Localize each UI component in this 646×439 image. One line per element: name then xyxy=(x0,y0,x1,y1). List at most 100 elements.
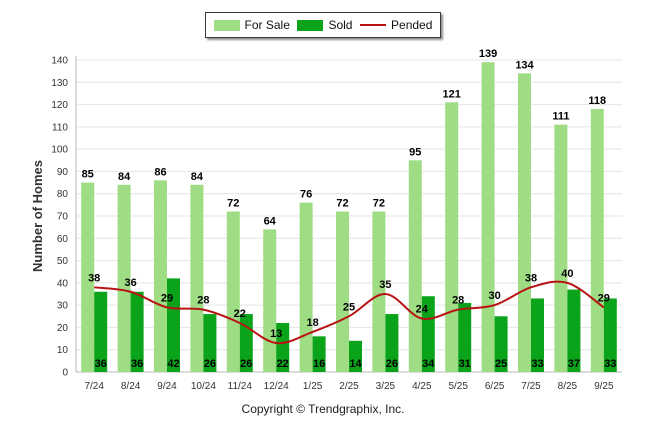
y-tick-label: 70 xyxy=(57,212,69,223)
data-label-pended: 25 xyxy=(343,301,355,313)
bar-for-sale xyxy=(590,109,604,373)
y-tick-label: 40 xyxy=(57,278,69,289)
x-tick-label: 8/24 xyxy=(121,381,141,392)
data-label-pended: 35 xyxy=(379,279,391,291)
bar-for-sale xyxy=(518,73,531,372)
x-tick-label: 11/24 xyxy=(228,381,253,392)
bar-for-sale xyxy=(408,160,422,372)
x-tick-label: 7/25 xyxy=(521,381,541,392)
data-label-for-sale: 72 xyxy=(227,198,239,210)
data-label-for-sale: 86 xyxy=(154,166,166,178)
copyright-text: Copyright © Trendgraphix, Inc. xyxy=(241,402,405,416)
bar-sold xyxy=(531,298,544,372)
data-label-pended: 29 xyxy=(161,292,173,304)
data-label-pended: 13 xyxy=(270,328,282,340)
data-label-for-sale: 95 xyxy=(409,146,421,158)
legend: For Sale Sold Pended xyxy=(205,12,441,38)
x-tick-label: 9/24 xyxy=(157,381,177,392)
legend-item-pended: Pended xyxy=(360,18,432,32)
bar-sold xyxy=(421,296,435,372)
data-label-pended: 38 xyxy=(525,272,537,284)
x-tick-label: 7/24 xyxy=(84,381,104,392)
x-tick-label: 12/24 xyxy=(264,381,289,392)
data-label-sold: 14 xyxy=(349,358,362,370)
data-label-for-sale: 111 xyxy=(552,111,569,123)
x-tick-label: 8/25 xyxy=(558,381,578,392)
bar-sold xyxy=(130,291,144,372)
legend-item-for-sale: For Sale xyxy=(213,18,290,32)
bar-sold xyxy=(494,316,508,372)
bar-sold xyxy=(167,278,180,372)
y-tick-label: 90 xyxy=(57,167,69,178)
y-tick-label: 60 xyxy=(57,234,69,245)
bar-sold xyxy=(385,314,399,372)
bar-for-sale xyxy=(481,62,495,372)
x-tick-label: 10/24 xyxy=(191,381,216,392)
y-tick-label: 110 xyxy=(52,122,68,133)
data-label-pended: 28 xyxy=(197,295,209,307)
y-tick-label: 100 xyxy=(51,145,68,156)
data-label-for-sale: 121 xyxy=(443,88,461,100)
bar-sold xyxy=(567,289,581,372)
data-label-for-sale: 72 xyxy=(373,198,385,210)
legend-label-sold: Sold xyxy=(328,18,353,32)
bar-for-sale xyxy=(81,182,95,372)
data-label-pended: 36 xyxy=(124,277,136,289)
data-label-for-sale: 64 xyxy=(264,215,277,227)
bar-for-sale xyxy=(263,229,277,372)
y-tick-label: 130 xyxy=(51,78,68,89)
data-label-sold: 36 xyxy=(131,358,143,370)
data-label-sold: 16 xyxy=(313,358,325,370)
x-tick-label: 6/25 xyxy=(485,381,505,392)
y-tick-label: 10 xyxy=(57,345,69,356)
legend-swatch-sold xyxy=(297,19,324,31)
data-label-sold: 26 xyxy=(240,358,252,370)
data-label-pended: 22 xyxy=(234,308,246,320)
bar-for-sale xyxy=(445,102,459,372)
x-tick-label: 4/25 xyxy=(412,381,432,392)
data-label-sold: 33 xyxy=(604,358,616,370)
x-tick-label: 2/25 xyxy=(339,381,359,392)
legend-label-pended: Pended xyxy=(391,18,433,32)
data-label-pended: 24 xyxy=(416,304,429,316)
data-label-sold: 25 xyxy=(495,358,507,370)
data-label-for-sale: 139 xyxy=(479,48,497,60)
data-label-sold: 33 xyxy=(531,358,543,370)
data-label-sold: 42 xyxy=(167,358,179,370)
y-axis-title: Number of Homes xyxy=(30,160,45,272)
data-label-pended: 28 xyxy=(452,295,464,307)
bar-for-sale xyxy=(372,211,386,372)
bar-sold xyxy=(203,314,217,372)
x-tick-label: 1/25 xyxy=(303,381,323,392)
data-label-sold: 36 xyxy=(95,358,107,370)
data-label-sold: 37 xyxy=(568,358,580,370)
data-label-for-sale: 76 xyxy=(300,189,312,201)
data-label-for-sale: 72 xyxy=(336,198,348,210)
data-label-sold: 34 xyxy=(422,358,435,370)
bar-for-sale xyxy=(190,184,204,372)
legend-label-for-sale: For Sale xyxy=(244,18,290,32)
data-label-sold: 22 xyxy=(277,358,289,370)
data-label-sold: 26 xyxy=(386,358,398,370)
y-tick-label: 50 xyxy=(57,256,69,267)
y-tick-label: 0 xyxy=(62,368,68,379)
bar-for-sale xyxy=(336,211,349,372)
legend-swatch-pended xyxy=(360,24,387,26)
data-label-for-sale: 118 xyxy=(588,95,606,107)
x-tick-label: 5/25 xyxy=(448,381,468,392)
y-tick-label: 140 xyxy=(51,56,68,67)
y-tick-label: 120 xyxy=(51,100,68,111)
data-label-for-sale: 84 xyxy=(118,171,131,183)
bar-for-sale xyxy=(299,202,313,372)
bar-for-sale xyxy=(117,184,131,372)
bar-sold xyxy=(276,322,290,372)
bar-sold xyxy=(458,302,472,372)
x-tick-label: 9/25 xyxy=(594,381,614,392)
x-tick-label: 3/25 xyxy=(376,381,396,392)
data-label-pended: 29 xyxy=(598,292,610,304)
bar-for-sale xyxy=(554,124,568,372)
data-label-pended: 38 xyxy=(88,272,100,284)
bar-sold xyxy=(94,291,108,372)
